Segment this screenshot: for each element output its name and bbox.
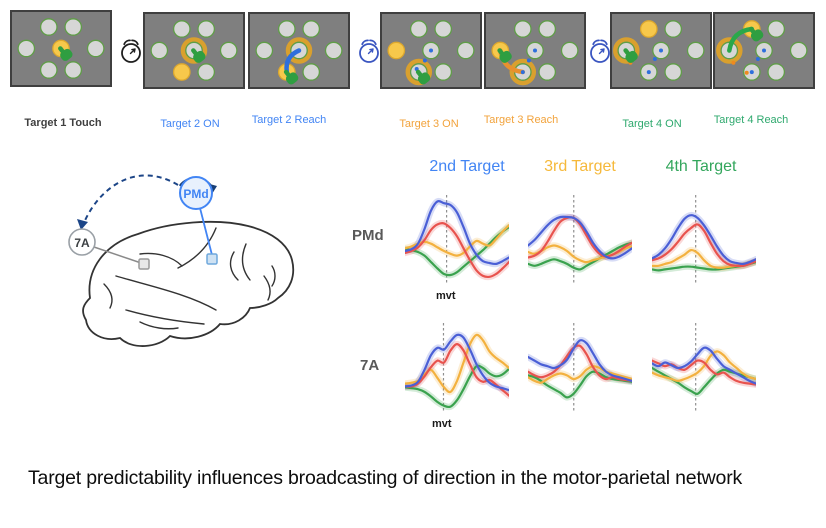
task-panel-target-2-reach	[248, 12, 350, 89]
7a-node	[68, 228, 96, 256]
alarm-clock-icon	[357, 37, 381, 65]
panel-label: Target 2 Reach	[251, 114, 327, 126]
brain-canvas: PMd 7A	[68, 174, 295, 347]
task-panel-target-3-reach	[484, 12, 586, 89]
figure-caption: Target predictability influences broadca…	[28, 467, 743, 489]
brain-outline	[82, 220, 295, 347]
plot-7a-3rd-target	[524, 318, 636, 418]
panel-label: Target 4 ON	[622, 118, 682, 130]
row-label-7a: 7A	[360, 357, 380, 374]
pmd-recording-site	[206, 253, 218, 265]
7a-node-label: 7A	[74, 236, 90, 250]
pmd-site-connector	[199, 207, 213, 256]
hand-cursor	[497, 48, 512, 63]
movement-onset-label: mvt	[436, 290, 456, 302]
movement-onset-label: mvt	[432, 418, 452, 430]
plot-7a-4th-target	[648, 318, 760, 418]
brain-schematic: PMd 7A	[20, 158, 340, 438]
hand-cursor	[748, 26, 764, 42]
pmd-node-label: PMd	[183, 187, 208, 201]
column-header-3rd-target: 3rd Target	[544, 158, 616, 175]
row-label-pmd: PMd	[352, 227, 384, 244]
task-panel-target-2-on	[143, 12, 245, 89]
panel-label: Target 3 ON	[399, 118, 459, 130]
plot-7a-2nd-target	[401, 318, 513, 418]
hand-cursor	[415, 69, 431, 85]
alarm-clock-icon	[588, 37, 612, 65]
hand-cursor	[283, 69, 299, 85]
pmd-node	[179, 176, 213, 210]
column-header-2nd-target: 2nd Target	[429, 158, 505, 175]
task-panel-target-3-on	[380, 12, 482, 89]
arrowhead	[77, 219, 88, 230]
alarm-clock-icon	[119, 37, 143, 65]
7a-recording-site	[138, 258, 150, 270]
pmd-to-7a-arrow	[82, 174, 179, 226]
hand-cursor	[58, 46, 73, 61]
panel-label: Target 2 ON	[160, 118, 220, 130]
panel-label: Target 1 Touch	[24, 117, 102, 129]
column-header-4th-target: 4th Target	[665, 158, 737, 175]
7a-site-connector	[93, 246, 145, 265]
plot-pmd-4th-target	[648, 190, 760, 290]
task-panel-target-1-touch	[10, 10, 112, 87]
task-panel-target-4-on	[610, 12, 712, 89]
hand-cursor	[623, 48, 638, 63]
task-panel-target-4-reach	[713, 12, 815, 89]
panel-label: Target 4 Reach	[713, 114, 789, 126]
panel-label: Target 3 Reach	[483, 114, 559, 126]
plot-pmd-2nd-target	[401, 190, 513, 290]
brain-sulci	[103, 227, 276, 330]
plot-pmd-3rd-target	[524, 190, 636, 290]
hand-cursor	[191, 48, 206, 63]
